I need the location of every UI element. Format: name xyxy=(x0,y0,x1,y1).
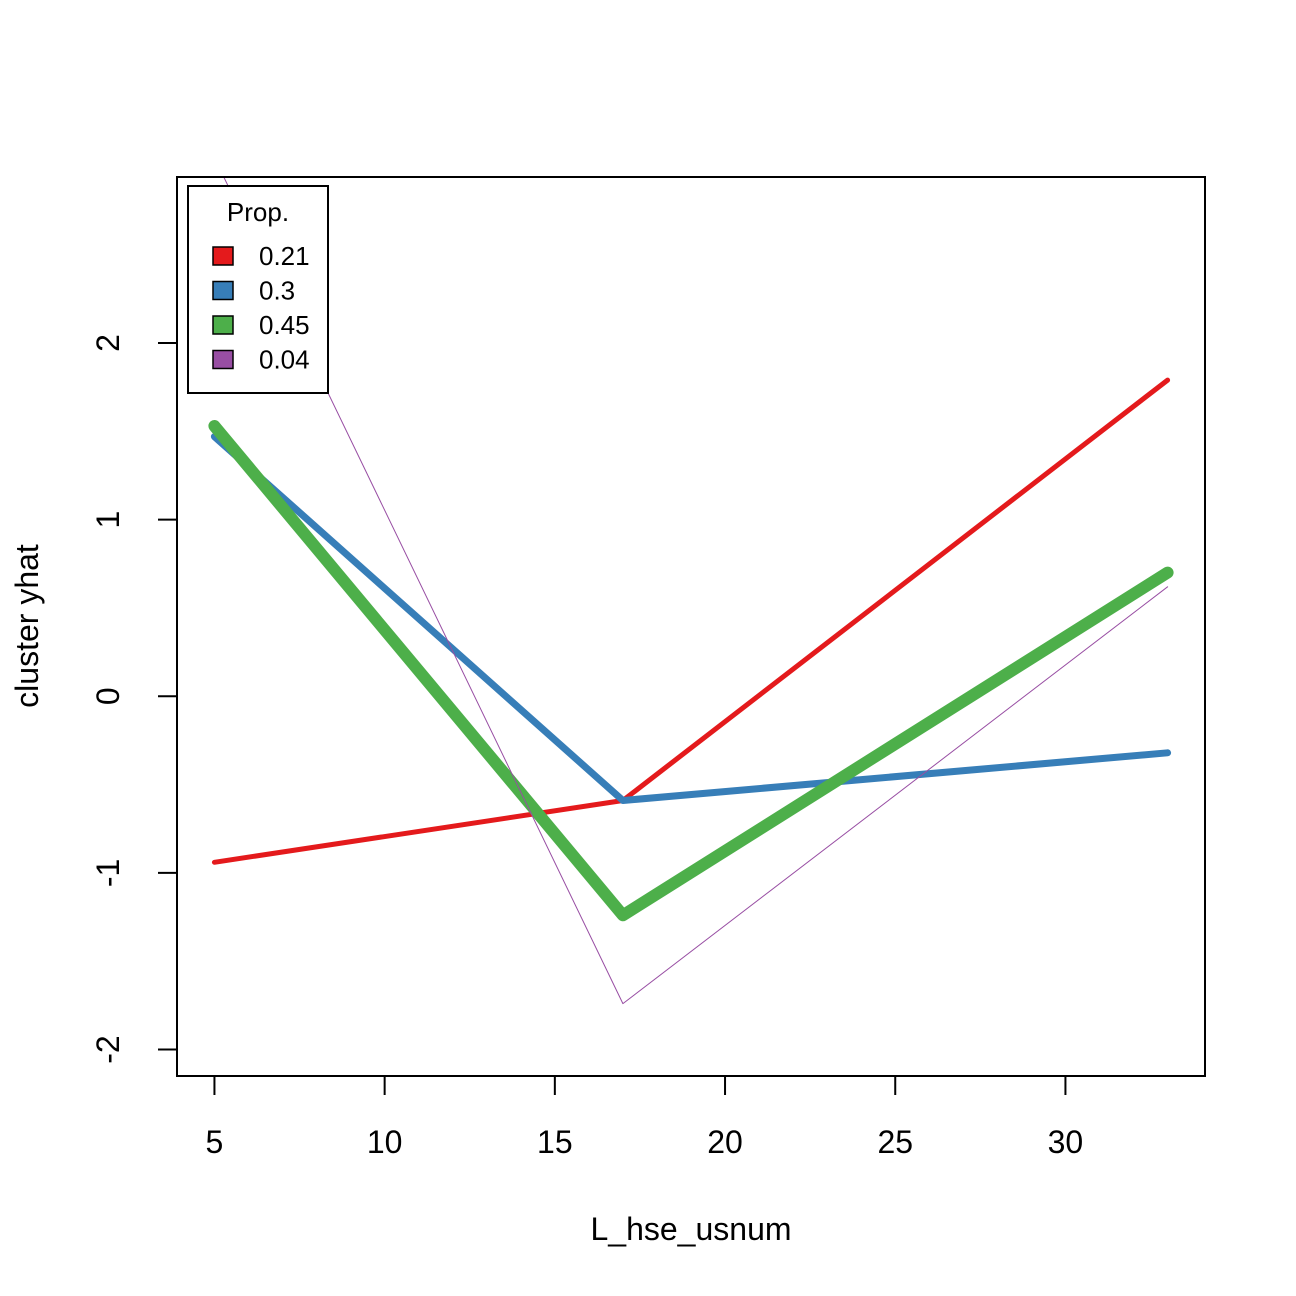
x-tick-label-30: 30 xyxy=(1048,1124,1084,1160)
y-tick-label--2: -2 xyxy=(90,1035,126,1063)
x-tick-label-20: 20 xyxy=(707,1124,743,1160)
series-line-0.45 xyxy=(208,420,1174,922)
y-axis-label: cluster yhat xyxy=(9,544,45,708)
x-tick-label-10: 10 xyxy=(367,1124,403,1160)
y-tick-label-1: 1 xyxy=(90,511,126,529)
x-tick-label-15: 15 xyxy=(537,1124,573,1160)
legend-label-0.21: 0.21 xyxy=(259,241,310,271)
legend-swatch-0.21 xyxy=(212,246,234,266)
legend-swatch-0.45 xyxy=(212,315,234,335)
plot-frame xyxy=(176,176,1206,1077)
legend: Prop. 0.21 0.3 0.45 0.04 xyxy=(187,185,329,394)
legend-label-0.3: 0.3 xyxy=(259,276,295,306)
series-layer xyxy=(208,177,1174,1005)
legend-label-0.45: 0.45 xyxy=(259,310,310,340)
legend-title: Prop. xyxy=(227,197,289,227)
series-line-0.21 xyxy=(211,377,1171,865)
x-tick-label-25: 25 xyxy=(877,1124,913,1160)
y-tick-label-2: 2 xyxy=(90,334,126,352)
legend-swatch-0.3 xyxy=(212,280,234,301)
series-line-0.04 xyxy=(223,177,1169,1005)
legend-box xyxy=(187,185,329,394)
y-tick-label--1: -1 xyxy=(90,859,126,887)
series-line-0.3 xyxy=(210,433,1172,804)
x-axis: 5 10 15 20 25 30 xyxy=(206,1075,1084,1160)
x-axis-label: L_hse_usnum xyxy=(590,1211,791,1247)
y-tick-label-0: 0 xyxy=(90,687,126,705)
x-tick-label-5: 5 xyxy=(206,1124,224,1160)
legend-items: 0.21 0.3 0.45 0.04 xyxy=(212,241,310,375)
y-axis: -2 -1 0 1 2 xyxy=(90,334,178,1064)
legend-swatch-0.04 xyxy=(212,349,234,370)
legend-label-0.04: 0.04 xyxy=(259,345,310,375)
